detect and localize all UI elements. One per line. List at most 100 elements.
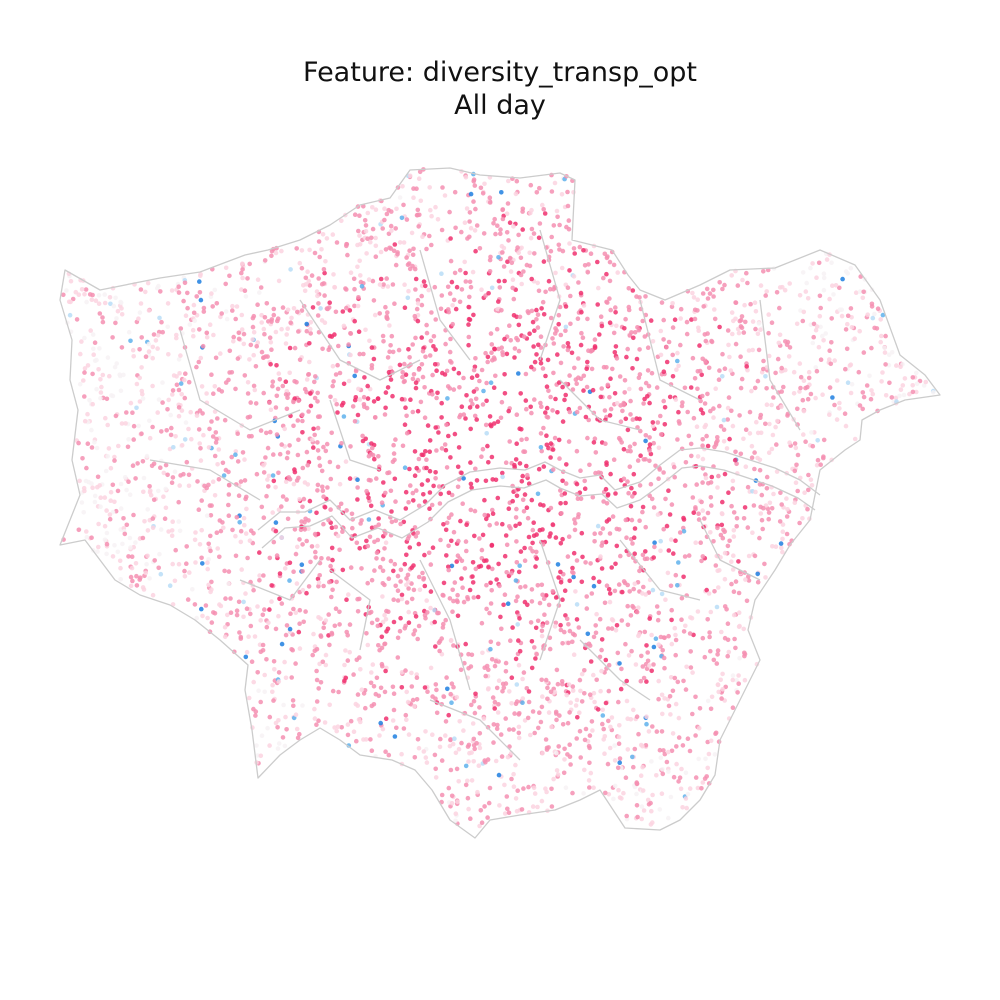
map-point xyxy=(423,354,428,360)
map-point xyxy=(622,326,627,331)
map-point xyxy=(820,392,825,398)
map-point xyxy=(267,607,272,612)
map-point xyxy=(300,418,305,424)
map-point xyxy=(567,241,572,246)
map-point xyxy=(452,189,458,195)
map-point xyxy=(461,412,467,417)
map-point xyxy=(552,331,558,336)
map-point xyxy=(636,731,641,737)
map-point xyxy=(381,282,386,287)
map-point xyxy=(488,580,493,586)
map-point xyxy=(287,560,293,566)
map-point xyxy=(143,289,148,295)
map-point xyxy=(697,706,703,711)
map-point xyxy=(392,734,398,739)
map-point xyxy=(544,384,550,390)
map-point xyxy=(721,417,727,423)
map-point xyxy=(275,746,281,751)
map-point xyxy=(171,445,176,450)
map-point xyxy=(393,437,398,442)
map-point xyxy=(140,391,145,397)
map-point xyxy=(791,369,797,375)
map-point xyxy=(425,478,431,483)
map-point xyxy=(146,349,152,354)
map-point xyxy=(613,310,618,315)
map-point xyxy=(514,560,520,565)
map-point xyxy=(563,481,569,486)
map-point xyxy=(435,390,440,396)
map-point xyxy=(449,512,454,517)
map-point xyxy=(531,533,537,538)
map-point xyxy=(541,312,547,317)
map-point xyxy=(204,513,210,518)
map-point xyxy=(402,361,407,367)
map-point xyxy=(636,375,642,381)
map-point xyxy=(456,538,461,544)
map-point xyxy=(653,636,659,641)
map-point xyxy=(798,385,803,391)
map-point xyxy=(655,512,661,517)
map-point xyxy=(848,265,854,271)
map-point xyxy=(845,321,850,327)
map-point xyxy=(423,729,428,734)
map-point xyxy=(406,732,412,737)
map-point xyxy=(185,305,190,311)
map-point xyxy=(870,315,876,321)
map-point xyxy=(533,625,539,631)
map-point xyxy=(898,364,903,370)
map-point xyxy=(543,593,549,598)
map-point xyxy=(178,353,183,358)
map-point xyxy=(325,485,330,490)
map-point xyxy=(593,450,599,455)
map-point xyxy=(140,535,146,541)
map-point xyxy=(557,222,562,228)
map-point xyxy=(500,352,506,358)
map-point xyxy=(638,773,644,778)
map-point xyxy=(730,486,735,491)
map-point xyxy=(323,662,329,668)
map-point xyxy=(645,797,651,803)
map-point xyxy=(442,193,448,198)
map-point xyxy=(188,409,193,415)
map-point xyxy=(731,534,737,539)
map-point xyxy=(395,598,401,603)
map-point xyxy=(560,722,566,727)
map-point xyxy=(563,392,568,398)
map-point xyxy=(482,558,487,564)
map-point xyxy=(722,550,728,556)
map-point xyxy=(315,482,321,488)
map-point xyxy=(77,478,82,484)
map-point xyxy=(655,420,661,425)
map-point xyxy=(502,391,508,396)
map-point xyxy=(731,318,736,324)
map-point xyxy=(404,552,409,558)
map-point xyxy=(449,681,455,686)
map-point xyxy=(257,573,262,578)
map-point xyxy=(360,433,365,439)
map-point xyxy=(466,806,471,812)
map-point xyxy=(521,449,526,454)
map-point xyxy=(514,441,519,447)
map-point xyxy=(670,688,676,694)
map-point xyxy=(675,583,680,588)
map-point xyxy=(210,304,215,309)
map-point xyxy=(424,330,430,336)
map-point xyxy=(179,408,185,413)
map-point xyxy=(417,169,423,175)
map-point xyxy=(204,391,209,396)
map-point xyxy=(181,471,186,477)
map-point xyxy=(292,469,298,475)
map-point xyxy=(548,441,554,446)
map-point xyxy=(121,516,126,521)
map-point xyxy=(369,451,374,457)
map-point xyxy=(229,454,234,460)
map-point xyxy=(532,730,537,736)
map-point xyxy=(127,492,133,498)
map-point xyxy=(300,430,305,435)
map-point xyxy=(645,368,651,373)
map-point xyxy=(183,371,188,377)
map-point xyxy=(249,659,255,664)
map-point xyxy=(534,651,539,657)
map-point xyxy=(103,468,109,474)
map-point xyxy=(650,820,655,825)
